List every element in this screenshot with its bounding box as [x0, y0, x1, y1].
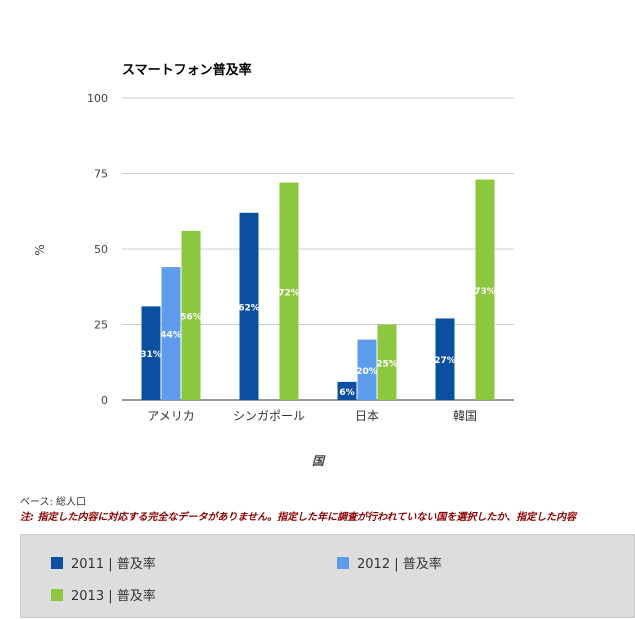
- y-tick-label: 0: [101, 394, 108, 407]
- legend: 2011 | 普及率 2012 | 普及率 2013 | 普及率: [20, 534, 635, 618]
- data-label: 62%: [238, 303, 260, 313]
- y-tick-label: 75: [94, 168, 108, 181]
- legend-swatch: [51, 556, 63, 569]
- legend-swatch: [337, 556, 349, 569]
- bar-0-3: [435, 318, 455, 400]
- data-label: 25%: [376, 359, 398, 369]
- bar-1-2: [357, 339, 377, 400]
- legend-label: 2013 | 普及率: [71, 589, 156, 604]
- legend-item-2012[interactable]: 2012 | 普及率: [337, 553, 442, 572]
- bar-0-0: [141, 306, 161, 400]
- data-label: 44%: [160, 331, 182, 341]
- data-label: 72%: [278, 288, 300, 298]
- x-tick-label: シンガポール: [233, 409, 305, 423]
- x-axis-label: 国: [312, 454, 326, 468]
- x-tick-label: アメリカ: [147, 409, 194, 423]
- legend-item-2013[interactable]: 2013 | 普及率: [51, 585, 156, 604]
- legend-label: 2011 | 普及率: [71, 557, 156, 572]
- legend-label: 2012 | 普及率: [357, 557, 442, 572]
- data-label: 73%: [474, 287, 496, 297]
- bar-2-2: [377, 324, 397, 400]
- data-label: 20%: [356, 367, 378, 377]
- bar-2-0: [181, 230, 201, 400]
- data-label: 31%: [140, 350, 162, 360]
- bar-0-1: [239, 212, 259, 400]
- legend-swatch: [51, 588, 63, 601]
- x-tick-label: 日本: [355, 409, 379, 423]
- base-note: ベース: 総人口: [20, 497, 87, 508]
- y-tick-label: 100: [87, 92, 108, 105]
- bar-1-0: [161, 267, 181, 400]
- warning-note: 注: 指定した内容に対応する完全なデータがありません。指定した年に調査が行われて…: [20, 512, 577, 523]
- chart-title: スマートフォン普及率: [122, 62, 252, 78]
- data-label: 56%: [180, 312, 202, 322]
- y-tick-label: 25: [94, 319, 108, 332]
- bar-2-1: [279, 182, 299, 400]
- legend-item-2011[interactable]: 2011 | 普及率: [51, 553, 156, 572]
- x-tick-label: 韓国: [453, 409, 477, 423]
- bar-chart: スマートフォン普及率 0 25 50 75 100% 31% 44% 56% アメリカ 62% 72%…: [33, 62, 514, 468]
- bar-0-2: [337, 381, 357, 400]
- y-tick-label: 50: [94, 243, 108, 256]
- y-axis-label: %: [33, 244, 47, 255]
- bar-2-3: [475, 179, 495, 400]
- data-label: 6%: [339, 388, 354, 398]
- data-label: 27%: [434, 356, 456, 366]
- chart-area: スマートフォン普及率 0 25 50 75 100% 31% 44% 56% アメリカ 62% 72%…: [33, 62, 514, 468]
